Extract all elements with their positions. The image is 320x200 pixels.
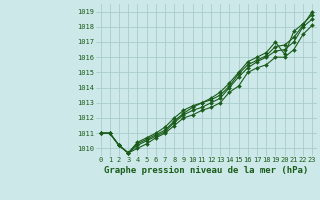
X-axis label: Graphe pression niveau de la mer (hPa): Graphe pression niveau de la mer (hPa) (104, 166, 308, 175)
